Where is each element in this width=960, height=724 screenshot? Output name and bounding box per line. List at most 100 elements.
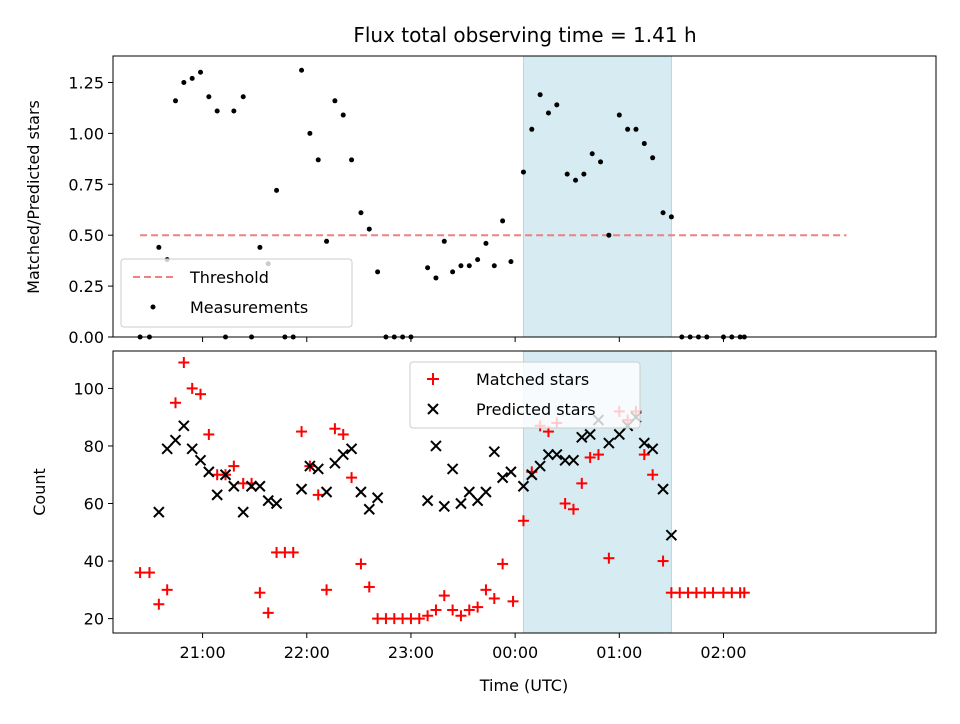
y-tick-label: 0.00 xyxy=(68,328,104,347)
matched-star-point xyxy=(584,451,596,463)
measurement-point xyxy=(349,157,355,163)
predicted-star-point xyxy=(430,440,442,452)
x-tick-label: 23:00 xyxy=(388,643,434,662)
measurement-point xyxy=(307,130,313,136)
matched-star-point xyxy=(312,489,324,501)
y-tick-label: 80 xyxy=(84,437,104,456)
predicted-star-point xyxy=(345,443,358,455)
count-x-ticks: 21:00 22:00 23:00 00:00 01:00 02:00 xyxy=(180,633,747,662)
measurement-point xyxy=(156,244,162,250)
count-panel-frame xyxy=(112,350,937,634)
matched-star-point xyxy=(517,515,529,527)
matched-star-point xyxy=(161,584,173,596)
measurement-point xyxy=(450,269,456,275)
x-axis-label: Time (UTC) xyxy=(479,676,568,695)
matched-star-point xyxy=(153,598,165,610)
predicted-star-point xyxy=(526,469,538,481)
measurement-point xyxy=(650,155,656,161)
measurement-point xyxy=(520,169,526,175)
predicted-star-point xyxy=(211,489,223,501)
matched-star-point xyxy=(228,460,240,472)
predicted-star-point xyxy=(665,529,678,541)
y-tick-label: 60 xyxy=(84,495,104,514)
matched-star-point xyxy=(346,472,358,484)
matched-star-point xyxy=(507,595,519,607)
y-tick-label: 1.00 xyxy=(68,124,104,143)
predicted-star-point xyxy=(312,463,324,475)
predicted-star-point xyxy=(203,466,215,478)
observing-window-rect xyxy=(522,55,672,338)
measurement-point xyxy=(441,238,447,244)
measurement-point xyxy=(537,92,543,98)
matched-star-point xyxy=(195,388,207,400)
predicted-star-point xyxy=(219,469,232,481)
measurement-point xyxy=(181,79,187,85)
y-tick-label: 40 xyxy=(84,552,104,571)
x-tick-label: 00:00 xyxy=(492,643,538,662)
x-tick-label: 01:00 xyxy=(596,643,642,662)
legend-matched-swatch xyxy=(427,373,439,385)
matched-star-point xyxy=(254,587,266,599)
matched-star-point xyxy=(203,428,215,440)
matched-star-point xyxy=(447,604,459,616)
measurement-point xyxy=(581,171,587,177)
matched-star-point xyxy=(576,477,588,489)
y-tick-label: 20 xyxy=(84,610,104,629)
matched-star-point xyxy=(657,555,669,567)
count-panel: 21:00 22:00 23:00 00:00 01:00 02:00 20 40 60 80 1… xyxy=(30,350,937,695)
ratio-panel: 0.00 0.25 0.50 0.75 1.00 1.25 Matched/Predict… xyxy=(24,55,937,347)
count-legend-box xyxy=(409,361,641,429)
matched-star-point xyxy=(480,584,492,596)
matched-star-point xyxy=(178,357,190,369)
predicted-star-point xyxy=(567,454,580,467)
matched-star-point xyxy=(592,449,604,461)
predicted-star-point xyxy=(337,448,349,461)
matched-star-point xyxy=(559,498,571,510)
predicted-star-point xyxy=(270,497,283,510)
measurement-point xyxy=(508,259,514,265)
measurement-points xyxy=(137,67,747,340)
measurement-point xyxy=(564,171,570,177)
matched-star-point xyxy=(567,503,579,515)
predicted-star-point xyxy=(320,486,333,498)
legend-measurement-swatch xyxy=(150,304,156,310)
predicted-star-point xyxy=(455,497,467,510)
count-legend: Matched stars Predicted stars xyxy=(409,361,641,429)
matched-star-point xyxy=(707,587,719,599)
predicted-star-point xyxy=(517,480,530,492)
predicted-star-point xyxy=(657,483,669,495)
measurement-point xyxy=(274,187,280,193)
predicted-star-point xyxy=(194,454,207,467)
observing-window-span xyxy=(522,55,672,338)
legend-measurements-label: Measurements xyxy=(190,298,308,317)
predicted-star-point xyxy=(169,434,182,446)
ratio-y-axis-label: Matched/Predicted stars xyxy=(24,100,43,294)
matched-star-point xyxy=(413,613,425,625)
x-tick-label: 02:00 xyxy=(700,643,746,662)
y-tick-label: 1.25 xyxy=(68,73,104,92)
matched-star-point xyxy=(262,607,274,619)
matched-star-point xyxy=(337,428,349,440)
y-tick-label: 0.50 xyxy=(68,226,104,245)
predicted-star-point xyxy=(421,494,434,507)
predicted-star-point xyxy=(534,460,546,472)
measurement-point xyxy=(529,126,535,132)
ratio-legend-box xyxy=(120,258,353,328)
predicted-star-point xyxy=(161,443,173,455)
measurement-point xyxy=(633,126,639,132)
measurement-point xyxy=(668,214,674,220)
measurement-point xyxy=(231,108,237,114)
measurement-point xyxy=(189,75,195,81)
predicted-star-point xyxy=(542,448,555,461)
predicted-star-point xyxy=(646,443,659,455)
measurement-point xyxy=(198,69,204,75)
matched-star-point xyxy=(488,592,500,604)
matched-star-point xyxy=(287,546,299,558)
matched-star-point xyxy=(497,558,509,570)
matched-star-point xyxy=(296,426,308,438)
measurement-point xyxy=(616,112,622,118)
predicted-star-point xyxy=(551,448,563,461)
measurement-point xyxy=(491,263,497,269)
legend-matched-label: Matched stars xyxy=(476,370,589,389)
legend-predicted-label: Predicted stars xyxy=(476,400,596,419)
